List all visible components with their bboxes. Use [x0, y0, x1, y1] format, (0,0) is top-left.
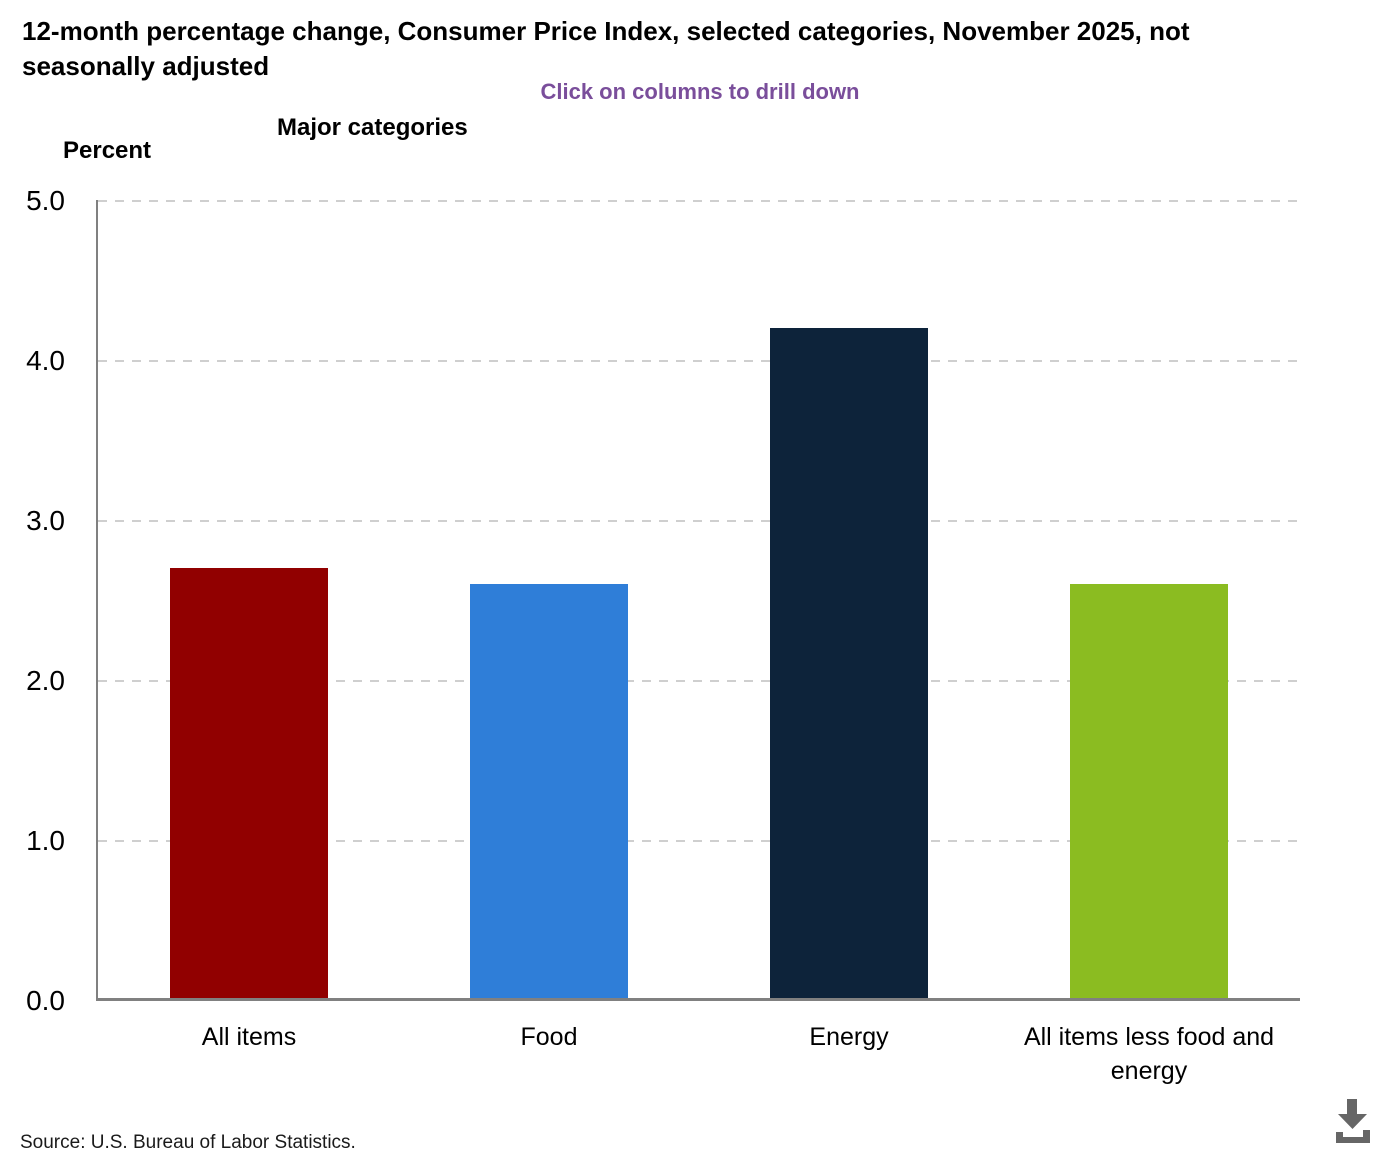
bar-all-items[interactable]: [170, 568, 328, 1000]
y-tick-label-5.0: 5.0: [26, 185, 65, 216]
gridline-3.0: [98, 520, 1300, 522]
bar-energy[interactable]: [770, 328, 928, 1000]
x-tick-label-all-items-less-food-and-energy: All items less food and energy: [1023, 1023, 1275, 1085]
gridline-2.0: [98, 680, 1300, 682]
x-axis-line: [98, 998, 1300, 1001]
x-tick-label-food: Food: [520, 1023, 578, 1051]
chart-subtitle: Major categories: [277, 114, 468, 141]
drill-down-hint: Click on columns to drill down: [540, 79, 860, 104]
download-button[interactable]: [1328, 1096, 1378, 1146]
bar-all-items-less-food-and-energy[interactable]: [1070, 584, 1228, 1000]
y-tick-label-3.0: 3.0: [26, 505, 65, 536]
download-icon: [1336, 1099, 1370, 1143]
y-axis-title: Percent: [63, 137, 152, 164]
gridline-4.0: [98, 360, 1300, 362]
x-tick-label-energy: Energy: [809, 1023, 889, 1051]
y-tick-label-2.0: 2.0: [26, 665, 65, 696]
y-axis-line: [96, 200, 98, 1001]
y-tick-label-1.0: 1.0: [26, 825, 65, 856]
source-note: Source: U.S. Bureau of Labor Statistics.: [20, 1132, 356, 1153]
y-tick-label-0.0: 0.0: [26, 985, 65, 1016]
gridline-5.0: [98, 200, 1300, 202]
plot-area: 5.0 4.0 3.0 2.0 1.0 0.0 All items Food Energy Al…: [26, 185, 1300, 1085]
y-tick-label-4.0: 4.0: [26, 345, 65, 376]
gridline-1.0: [98, 840, 1300, 842]
x-tick-label-all-items: All items: [201, 1023, 297, 1051]
bar-food[interactable]: [470, 584, 628, 1000]
chart-title: 12-month percentage change, Consumer Pri…: [22, 16, 1190, 81]
